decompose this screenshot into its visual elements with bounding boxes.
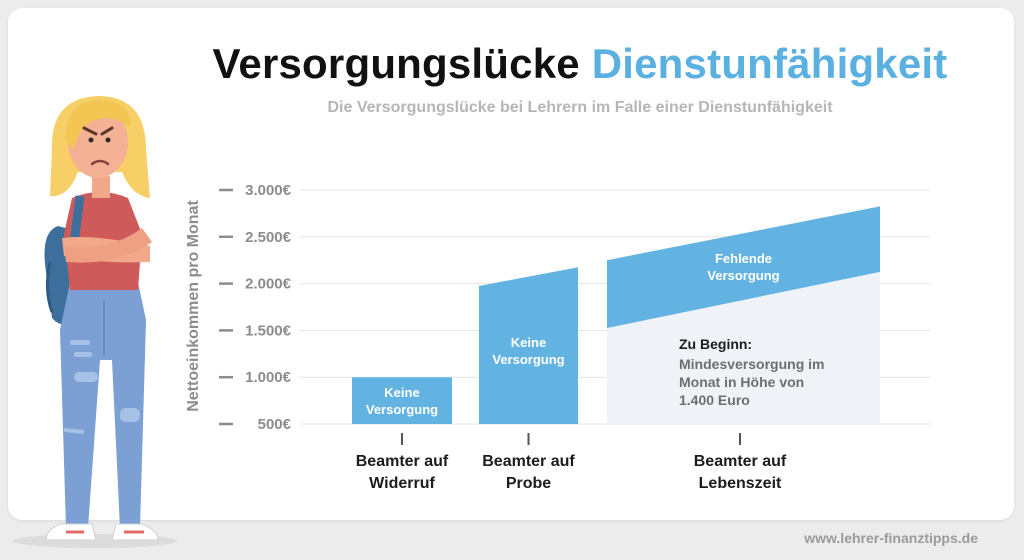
page-subtitle: Die Versorgungslücke bei Lehrern im Fall…	[327, 99, 833, 116]
x-category-label: Beamter auf	[356, 453, 449, 470]
annotation-line: 1.400 Euro	[679, 392, 750, 408]
annotation: Zu Beginn: Mindesversorgung im Monat in Hö…	[679, 336, 824, 408]
gap-bar	[607, 206, 880, 329]
y-tick-label: 2.000€	[245, 276, 292, 293]
angry-teacher-illustration	[13, 96, 177, 548]
title-accent: Dienstunfähigkeit	[591, 40, 948, 87]
x-category-label: Widerruf	[369, 475, 435, 492]
base-income-area	[607, 271, 880, 424]
bar-label: Keine	[384, 385, 419, 400]
y-tick-label: 2.500€	[245, 229, 292, 246]
x-category-label: Probe	[506, 475, 551, 492]
bar-label: Versorgung	[707, 268, 779, 283]
bar-labels: Keine Versorgung Keine Versorgung Fehlende Ve…	[366, 251, 780, 417]
annotation-line: Mindesversorgung im	[679, 356, 824, 372]
y-tick-label: 3.000€	[245, 182, 292, 199]
y-tick-label: 1.500€	[245, 322, 292, 339]
gap-bar	[352, 377, 452, 424]
bar-label: Keine	[511, 335, 546, 350]
y-tick-label: 1.000€	[245, 369, 292, 386]
bars	[352, 206, 880, 424]
x-category-label: Beamter auf	[694, 453, 787, 470]
y-tick-label: 500€	[258, 416, 292, 433]
x-axis-categories: Beamter auf Widerruf Beamter auf Probe Beamt…	[356, 433, 787, 492]
bar-label: Versorgung	[366, 402, 438, 417]
x-category-label: Lebenszeit	[699, 475, 782, 492]
annotation-heading: Zu Beginn:	[679, 336, 752, 352]
x-category-label: Beamter auf	[482, 453, 575, 470]
gap-bar	[479, 267, 578, 424]
bar-label: Versorgung	[492, 352, 564, 367]
annotation-line: Monat in Höhe von	[679, 374, 804, 390]
title-main: Versorgungslücke	[212, 40, 580, 87]
website-footer: www.lehrer-finanztipps.de	[804, 530, 978, 546]
y-axis-ticks: 500€ 1.000€ 1.500€ 2.000€ 2.500€ 3.000€	[219, 182, 292, 433]
bar-label: Fehlende	[715, 251, 772, 266]
y-axis-label: Nettoeinkommen pro Monat	[185, 200, 202, 412]
page-title: Versorgungslücke Dienstunfähigkeit	[0, 40, 1024, 88]
